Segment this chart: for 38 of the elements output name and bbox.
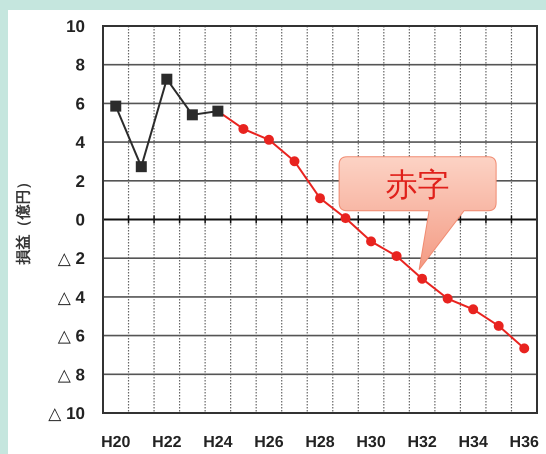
y-tick-label: △ 2 xyxy=(58,249,85,268)
point xyxy=(340,213,351,224)
x-tick-label: H24 xyxy=(203,434,233,451)
y-tick-label: 10 xyxy=(66,17,85,36)
x-tick-label: H30 xyxy=(356,434,386,451)
y-tick-label: 6 xyxy=(76,94,85,114)
x-tick-label: H34 xyxy=(458,434,488,451)
point xyxy=(417,274,428,284)
x-tick-label: H22 xyxy=(152,434,182,451)
point xyxy=(136,161,147,172)
x-tick-label: H36 xyxy=(510,434,540,451)
y-tick-label: △ 4 xyxy=(58,288,86,307)
point xyxy=(366,236,376,246)
point xyxy=(186,109,198,120)
point xyxy=(315,193,325,204)
point xyxy=(289,156,300,166)
y-axis-title: 損益（億円） xyxy=(15,174,32,266)
annotation: 赤字 xyxy=(386,166,450,203)
y-tick-label: 0 xyxy=(76,210,85,230)
point xyxy=(110,100,122,112)
x-tick-label: H32 xyxy=(407,434,437,451)
point xyxy=(238,124,248,134)
point xyxy=(161,74,172,85)
point xyxy=(392,251,402,262)
y-tick-label: △ 10 xyxy=(48,404,85,423)
point xyxy=(468,304,478,314)
x-tick-label: H26 xyxy=(254,434,284,451)
y-tick-label: △ 8 xyxy=(58,365,85,384)
point xyxy=(442,294,453,304)
y-tick-label: 8 xyxy=(76,56,85,75)
point xyxy=(264,134,274,145)
y-tick-label: 2 xyxy=(76,172,85,191)
y-tick-label: △ 6 xyxy=(58,326,85,346)
y-tick-label: 4 xyxy=(76,133,86,152)
point xyxy=(494,320,504,331)
point xyxy=(519,343,530,354)
x-tick-label: H20 xyxy=(101,434,131,451)
x-tick-label: H28 xyxy=(305,434,335,451)
